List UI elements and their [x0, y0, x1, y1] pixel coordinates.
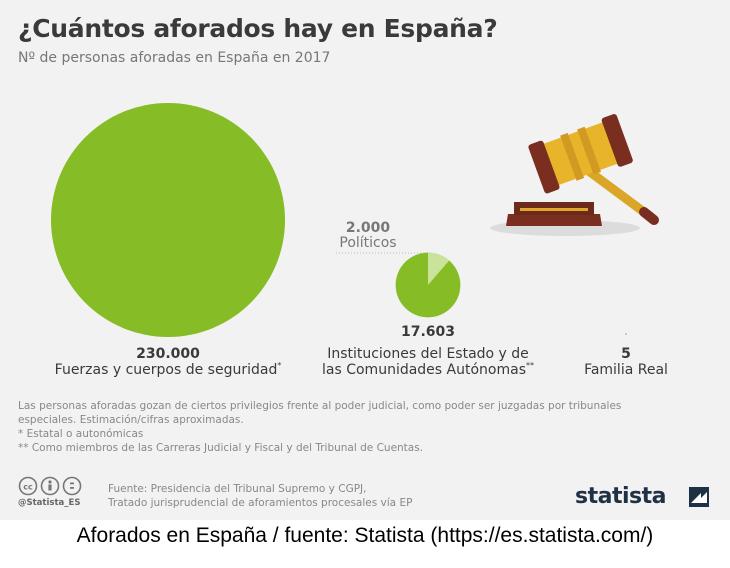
note-line: * Estatal o autonómicas	[18, 428, 144, 440]
bubble-fuerzas-seguridad	[51, 103, 285, 337]
gavel-icon	[490, 114, 659, 236]
chart-subtitle: Nº de personas aforadas en España en 201…	[18, 50, 331, 66]
category-label-familia-real: Familia Real	[584, 362, 668, 378]
source-line: Tratado jurisprudencial de aforamientos …	[108, 497, 413, 509]
value-label-instituciones: 17.603	[401, 324, 455, 340]
category-label-fuerzas: Fuerzas y cuerpos de seguridad*	[55, 361, 282, 378]
svg-text:cc: cc	[23, 483, 33, 492]
category-label-instituciones-line2: las Comunidades Autónomas**	[322, 361, 534, 378]
bubble-familia-real	[625, 333, 627, 335]
source-note: Fuente: Presidencia del Tribunal Supremo…	[108, 482, 412, 510]
footnotes: Las personas aforadas gozan de ciertos p…	[18, 399, 708, 455]
twitter-handle: @Statista_ES	[18, 498, 81, 508]
image-caption: Aforados en España / fuente: Statista (h…	[76, 524, 654, 547]
note-line: ** Como miembros de las Carreras Judicia…	[18, 442, 424, 454]
category-label-instituciones-line1: Instituciones del Estado y de	[327, 346, 529, 362]
note-line: Las personas aforadas gozan de ciertos p…	[18, 400, 622, 412]
politicos-value: 2.000	[346, 220, 391, 236]
note-line: especiales. Estimación/cifras aproximada…	[18, 414, 244, 426]
source-line: Fuente: Presidencia del Tribunal Supremo…	[108, 483, 367, 495]
chart-title: ¿Cuántos aforados hay en España?	[18, 14, 498, 43]
value-label-fuerzas: 230.000	[136, 346, 200, 362]
infographic-card: ¿Cuántos aforados hay en España? Nº de p…	[0, 0, 730, 520]
creative-commons-icons[interactable]: cc	[18, 476, 88, 498]
statista-logo-icon	[689, 487, 709, 507]
value-label-familia-real: 5	[621, 346, 631, 362]
wedge-politicos	[428, 252, 450, 285]
politicos-label: Políticos	[339, 235, 396, 251]
statista-logo[interactable]: statista	[575, 484, 666, 509]
bubble-chart: 2.000 Políticos 230.000 Fuerzas y cuerpo…	[51, 103, 668, 378]
